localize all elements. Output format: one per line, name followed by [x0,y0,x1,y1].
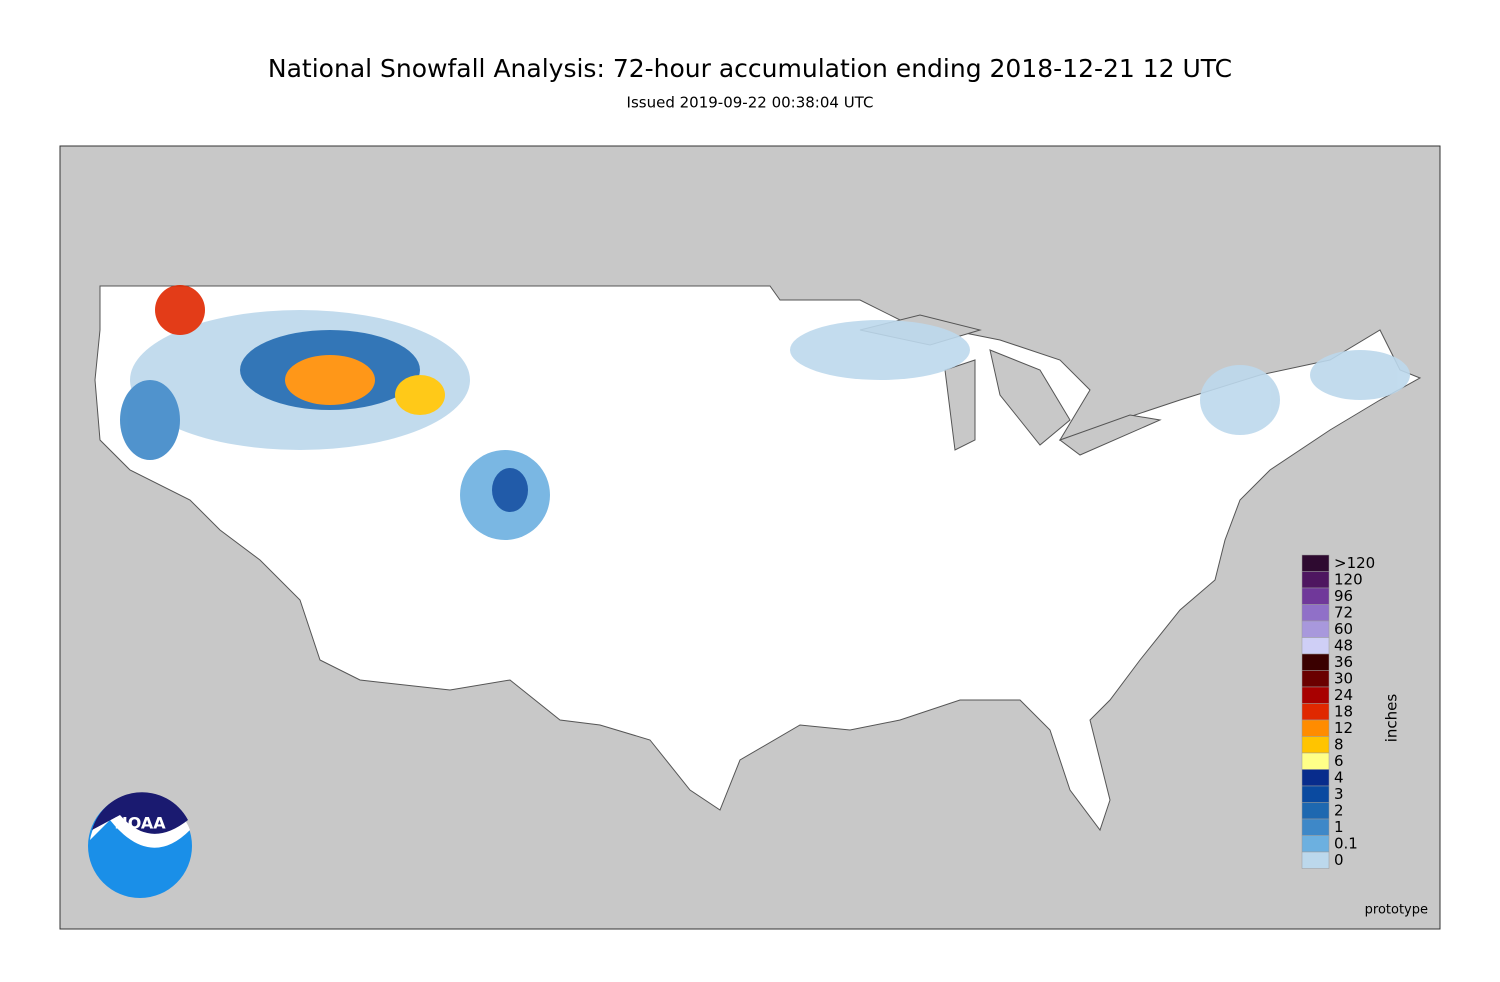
noaa-logo: NOAA [88,792,192,898]
legend-label: 120 [1334,570,1363,588]
legend-label: 36 [1334,653,1353,671]
legend-swatch [1301,703,1330,721]
legend-label: 30 [1334,669,1353,687]
legend-swatch [1301,802,1330,820]
legend-swatch [1301,785,1330,803]
legend-swatch [1301,818,1330,836]
legend-label: 4 [1334,768,1344,786]
legend-swatch [1301,571,1330,589]
legend-swatch [1301,587,1330,605]
legend-label: 60 [1334,620,1353,638]
legend-swatch [1301,736,1330,754]
subtitle: Issued 2019-09-22 00:38:04 UTC [627,94,874,112]
legend-label: >120 [1334,554,1375,572]
legend-swatch [1301,620,1330,638]
legend-label: 0 [1334,851,1344,869]
legend-swatch [1301,653,1330,671]
legend-label: 8 [1334,735,1344,753]
legend-label: 72 [1334,603,1353,621]
logo-text: NOAA [114,814,166,833]
legend-swatch [1301,670,1330,688]
map [59,145,1441,930]
title: National Snowfall Analysis: 72-hour accu… [268,54,1232,83]
legend-swatch [1301,719,1330,737]
legend-label: 1 [1334,818,1344,836]
legend-label: 2 [1334,801,1344,819]
legend-swatch [1301,752,1330,770]
legend-swatch [1301,604,1330,622]
legend-swatch [1301,769,1330,787]
note: prototype [1365,903,1428,918]
legend-swatch [1301,851,1330,869]
snow-areas [120,285,1410,540]
legend-label: 0.1 [1334,834,1358,852]
legend-swatch [1301,554,1330,572]
legend-label: 24 [1334,686,1353,704]
legend-swatch [1301,835,1330,853]
legend-label: 18 [1334,702,1353,720]
legend-label: 3 [1334,785,1344,803]
legend-unit: inches [1383,694,1401,743]
legend-label: 48 [1334,636,1353,654]
logo-top [92,792,188,834]
great-lakes [859,314,1162,456]
legend-swatch [1301,686,1330,704]
legend-label: 6 [1334,752,1344,770]
legend-label: 96 [1334,587,1353,605]
legend-label: 12 [1334,719,1353,737]
legend-swatch [1301,637,1330,655]
